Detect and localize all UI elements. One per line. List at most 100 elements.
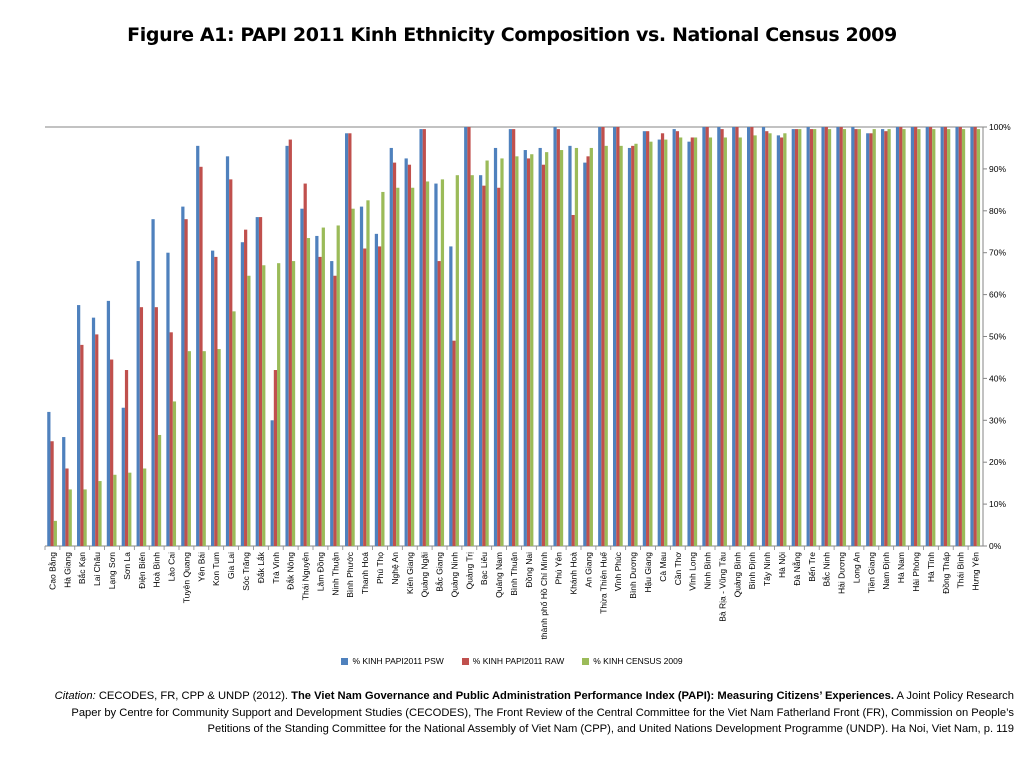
bar-census — [976, 129, 981, 546]
bar-raw — [541, 164, 546, 546]
bar-census — [98, 481, 102, 546]
bar-psw — [255, 217, 259, 546]
bar-psw — [493, 147, 498, 546]
x-tick-label: Sơn La — [122, 552, 132, 580]
x-tick-label: Hà Nội — [777, 552, 787, 578]
bar-psw — [598, 127, 602, 546]
x-tick-label: Bắc Ninh — [822, 552, 832, 587]
bar-census — [247, 275, 251, 546]
x-tick-label: Bình Định — [747, 552, 757, 590]
bar-psw — [359, 206, 364, 547]
y-tick-label: 10% — [989, 499, 1006, 509]
bar-census — [411, 187, 415, 546]
x-tick-label: Cần Thơ — [673, 552, 683, 586]
bar-psw — [196, 145, 200, 547]
legend-label-raw: % KINH PAPI2011 RAW — [472, 656, 565, 666]
bar-raw — [824, 127, 828, 546]
bar-raw — [675, 131, 680, 546]
bar-psw — [657, 139, 661, 546]
bar-psw — [389, 147, 393, 546]
bar-raw — [794, 129, 799, 546]
bar-census — [202, 351, 206, 546]
bar-census — [932, 129, 936, 546]
y-tick-label: 50% — [989, 332, 1006, 342]
bar-census — [708, 137, 713, 546]
bar-psw — [717, 127, 721, 546]
citation-authors: CECODES, FR, CPP & UNDP (2012). — [95, 690, 292, 702]
bar-census — [217, 349, 221, 546]
bar-psw — [464, 127, 468, 546]
bar-census — [232, 311, 236, 546]
x-tick-label: Bắc Giang — [435, 552, 445, 592]
bar-census — [68, 489, 72, 546]
bar-raw — [80, 344, 84, 546]
x-tick-label: Lâm Đồng — [315, 552, 325, 591]
bar-census — [485, 160, 489, 546]
bar-psw — [895, 127, 900, 546]
x-tick-label: Tiền Giang — [866, 552, 876, 594]
bar-psw — [732, 127, 736, 546]
bar-raw — [378, 246, 382, 547]
bar-raw — [571, 214, 575, 547]
x-tick-label: Bà Rịa - Vũng Tàu — [717, 552, 727, 622]
bar-psw — [687, 141, 691, 547]
bar-psw — [136, 261, 140, 546]
x-tick-label: Quảng Ngãi — [420, 552, 430, 597]
bar-raw — [50, 441, 54, 546]
bar-census — [857, 129, 861, 546]
x-tick-label: Tây Ninh — [762, 552, 772, 586]
bar-psw — [627, 147, 632, 546]
bar-psw — [270, 420, 274, 546]
bar-raw — [318, 256, 322, 546]
bar-psw — [374, 233, 379, 546]
bar-census — [351, 208, 355, 546]
x-tick-label: Hậu Giang — [643, 552, 653, 593]
bar-census — [396, 187, 400, 546]
x-tick-label: Hoà Bình — [152, 552, 162, 588]
bar-raw — [482, 185, 486, 546]
x-tick-label: Long An — [851, 552, 861, 583]
x-tick-label: thành phố Hồ Chí Minh — [539, 552, 549, 640]
bar-raw — [407, 164, 412, 546]
y-tick-label: 20% — [989, 457, 1006, 467]
bar-psw — [925, 127, 929, 546]
bar-raw — [124, 370, 129, 546]
bar-psw — [106, 300, 111, 546]
bar-raw — [512, 129, 516, 546]
bar-raw — [526, 158, 531, 547]
bar-raw — [586, 156, 590, 546]
bar-census — [961, 129, 966, 546]
bar-raw — [348, 133, 352, 546]
x-tick-label: Bình Dương — [628, 552, 638, 599]
chart-title: Figure A1: PAPI 2011 Kinh Ethnicity Comp… — [127, 24, 897, 46]
legend-swatch-census — [582, 657, 590, 665]
legend-swatch-psw — [341, 657, 349, 665]
bar-psw — [553, 127, 557, 546]
bar-psw — [881, 129, 885, 546]
bar-psw — [910, 127, 915, 546]
bar-census — [83, 489, 87, 546]
bar-psw — [77, 305, 81, 546]
bar-raw — [854, 129, 858, 546]
citation: Citation: CECODES, FR, CPP & UNDP (2012)… — [30, 688, 1014, 738]
bar-raw — [214, 256, 218, 546]
x-tick-label: An Giang — [583, 552, 593, 588]
bar-census — [143, 468, 147, 546]
bar-psw — [866, 133, 870, 546]
x-tick-label: Đồng Nai — [524, 552, 534, 588]
bar-raw — [95, 334, 99, 546]
bar-raw — [288, 139, 292, 546]
bar-census — [574, 147, 579, 546]
chart-legend: % KINH PAPI2011 PSW % KINH PAPI2011 RAW … — [0, 656, 1024, 666]
bar-raw — [258, 217, 263, 546]
bar-psw — [479, 175, 483, 546]
bar-raw — [705, 127, 709, 546]
x-tick-label: Quảng Ninh — [449, 552, 459, 598]
y-tick-label: 0% — [989, 541, 1002, 551]
bar-psw — [747, 127, 751, 546]
bar-raw — [750, 127, 754, 546]
bar-psw — [345, 133, 349, 546]
bar-raw — [154, 307, 158, 546]
bar-census — [113, 474, 117, 546]
bar-psw — [761, 127, 766, 546]
